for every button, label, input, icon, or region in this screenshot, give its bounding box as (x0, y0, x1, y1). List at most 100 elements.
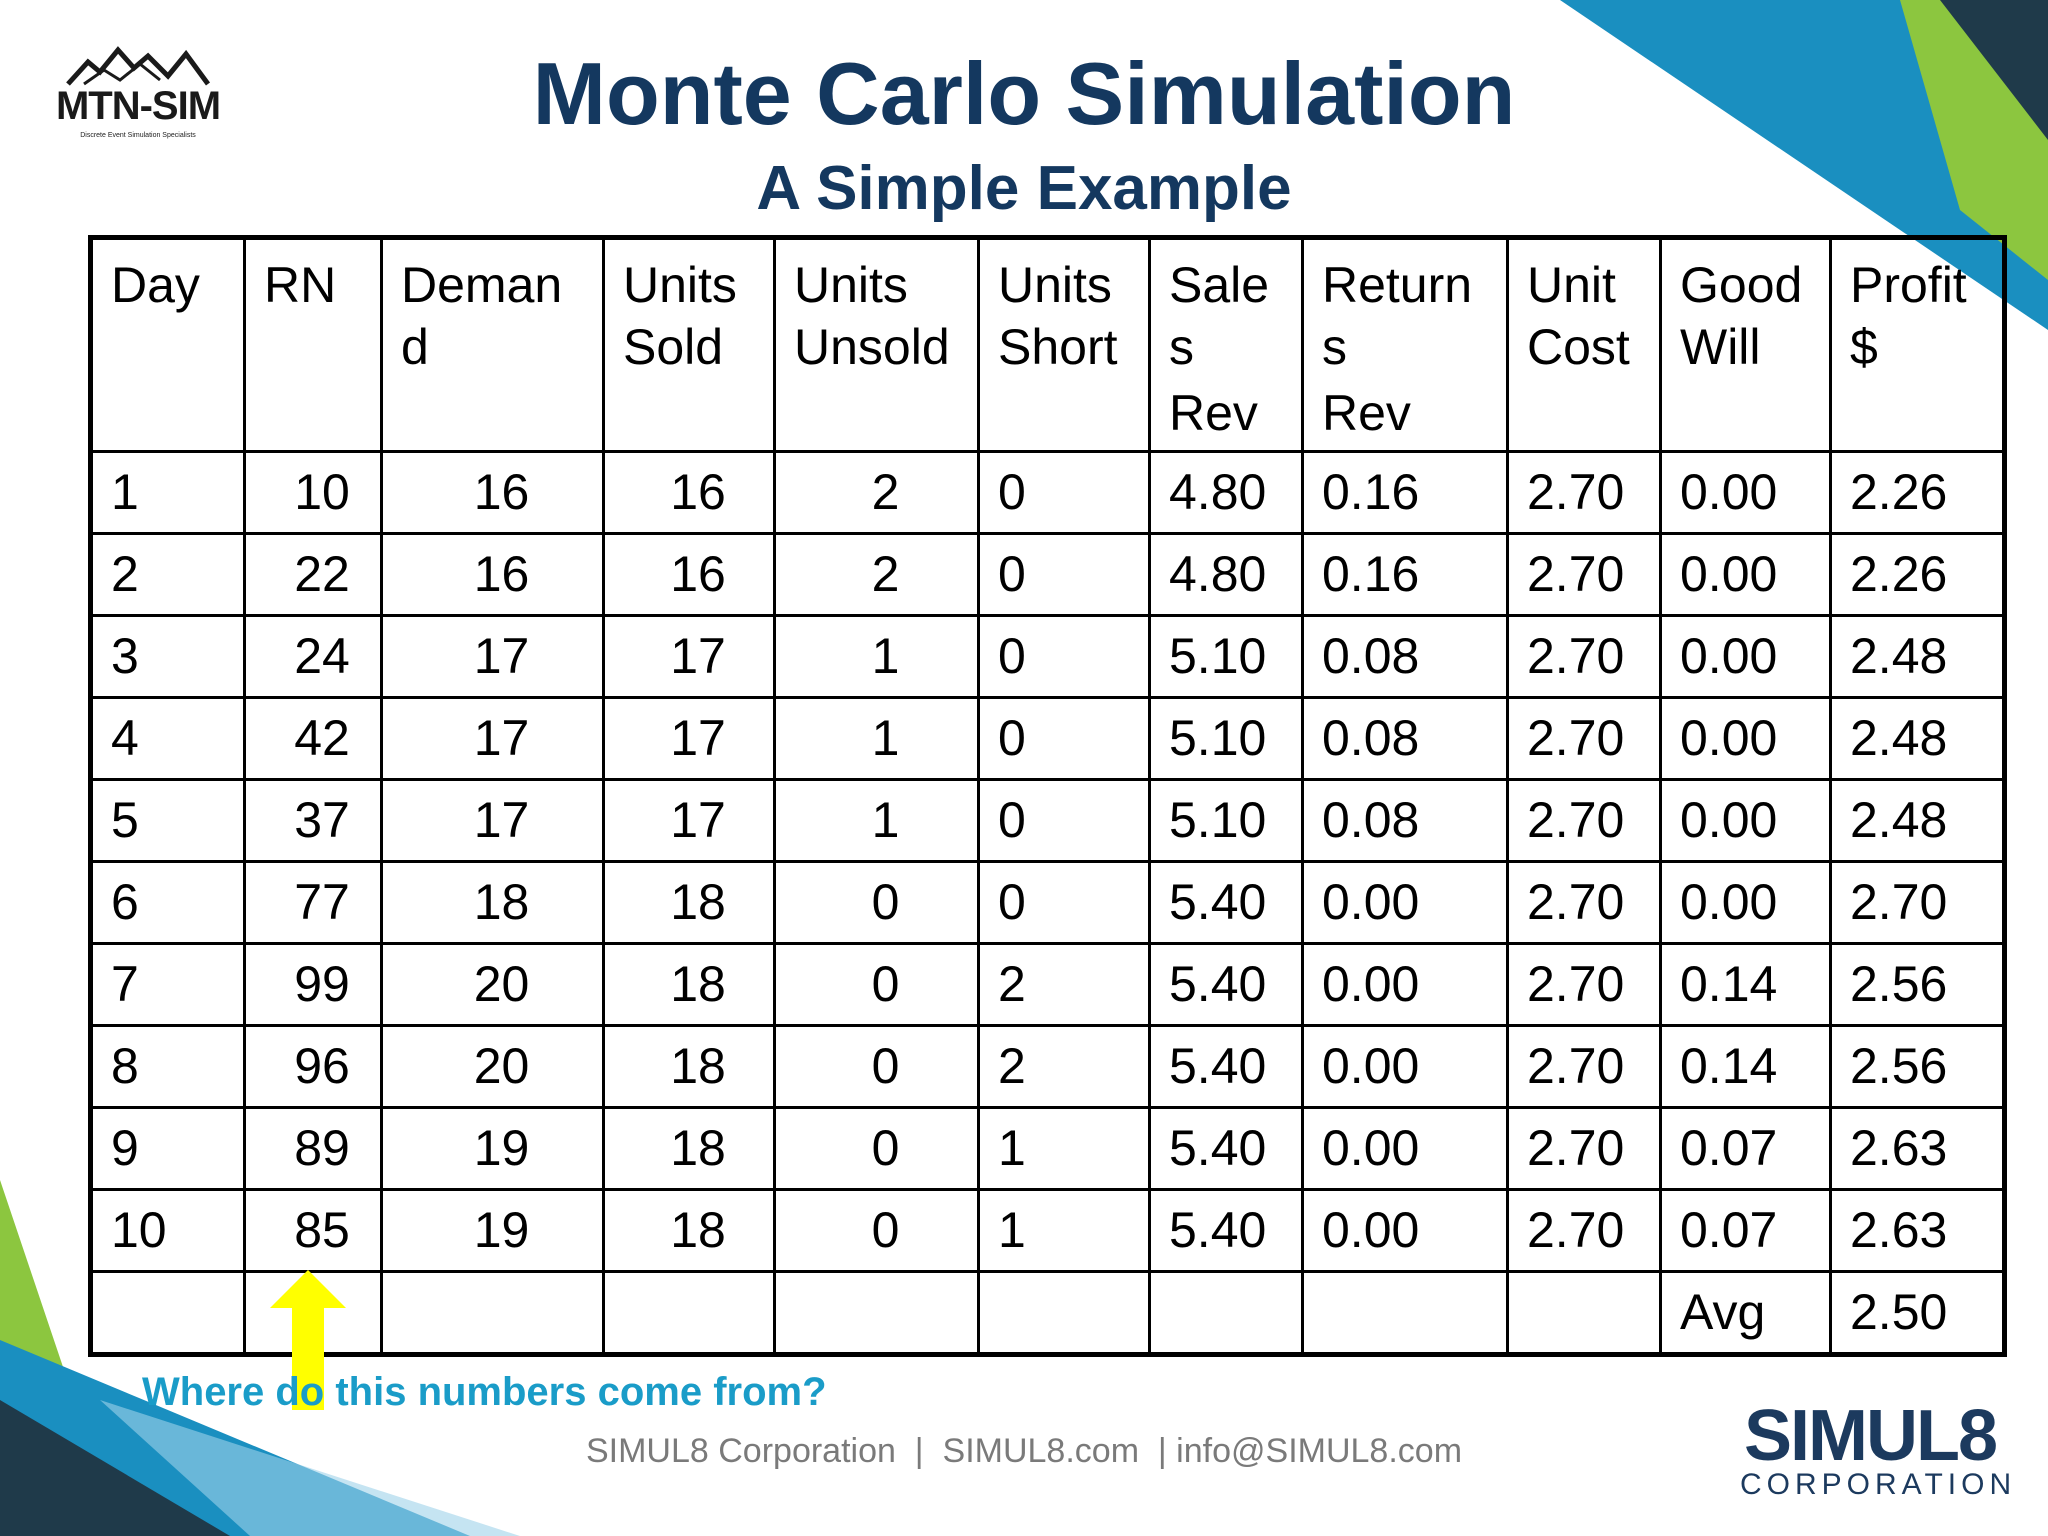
table-cell: 5.40 (1148, 941, 1304, 1027)
table-cell: 2.70 (1506, 1187, 1662, 1273)
mountains-icon (66, 46, 211, 86)
table-cell: 2.56 (1829, 1023, 2006, 1109)
table-cell: 19 (380, 1105, 605, 1191)
table-cell: 42 (243, 695, 383, 781)
table-cell: 0.08 (1301, 695, 1509, 781)
table-cell: 0.00 (1301, 1105, 1509, 1191)
table-cell: 99 (243, 941, 383, 1027)
table-cell: 18 (602, 1187, 776, 1273)
table-cell: 0.16 (1301, 531, 1509, 617)
table-cell: 2.63 (1829, 1105, 2006, 1191)
table-cell (89, 1269, 246, 1357)
table-cell: 85 (243, 1187, 383, 1273)
table-cell: 18 (602, 859, 776, 945)
table-cell: 20 (380, 941, 605, 1027)
table-cell: 16 (380, 531, 605, 617)
table-cell: 17 (602, 695, 776, 781)
simul8-logo-text: SIMUL8 (1743, 1396, 1998, 1476)
table-cell: 2 (89, 531, 246, 617)
table-cell: 16 (380, 450, 605, 535)
yellow-up-arrow-icon (270, 1270, 346, 1410)
table-cell: 1 (977, 1105, 1151, 1191)
table-header-line: Unsold (794, 319, 950, 375)
table-cell: 9 (89, 1105, 246, 1191)
table-cell: 2.70 (1506, 613, 1662, 699)
table-cell: 0 (977, 777, 1151, 863)
table-cell: 5.40 (1148, 1187, 1304, 1273)
table-row: 6 77 18 18 0 0 5.40 0.00 2.70 0.00 2.70 (89, 859, 2006, 945)
page-title: Monte Carlo Simulation (532, 44, 1516, 143)
table-cell: 0.14 (1659, 941, 1832, 1027)
table-cell: 2.50 (1829, 1269, 2006, 1357)
table-cell: 24 (243, 613, 383, 699)
table-cell (977, 1269, 1151, 1357)
simul8-logo-subtext: CORPORATION (1740, 1468, 2017, 1501)
table-cell: 0 (977, 613, 1151, 699)
table-header-line: Day (111, 257, 200, 313)
table-header-cell: Profit $ (1829, 236, 2006, 453)
footer-contact: SIMUL8 Corporation | SIMUL8.com | info@S… (585, 1432, 1463, 1470)
table-row: 5 37 17 17 1 0 5.10 0.08 2.70 0.00 2.48 (89, 777, 2006, 863)
simul8-logo: SIMUL8 CORPORATION (1740, 1396, 2017, 1501)
table-cell: 18 (602, 1105, 776, 1191)
table-cell: 7 (89, 941, 246, 1027)
table-cell (1148, 1269, 1304, 1357)
table-header-line: Unit (1527, 257, 1616, 313)
table-cell: 1 (773, 613, 980, 699)
table-cell: 0.08 (1301, 613, 1509, 699)
table-cell: 0.00 (1659, 531, 1832, 617)
table-cell: 2.70 (1506, 777, 1662, 863)
table-cell: Avg (1659, 1269, 1832, 1357)
table-cell: 2.70 (1506, 941, 1662, 1027)
table-cell: 2.70 (1506, 450, 1662, 535)
table-cell: 0 (977, 695, 1151, 781)
table-cell: 2.26 (1829, 531, 2006, 617)
table-cell: 0.00 (1301, 1187, 1509, 1273)
table-cell: 2.48 (1829, 613, 2006, 699)
table-cell: 2.56 (1829, 941, 2006, 1027)
table-cell: 2.70 (1506, 1023, 1662, 1109)
table-cell: 5.40 (1148, 1105, 1304, 1191)
table-cell: 0.00 (1301, 941, 1509, 1027)
table-cell: 5 (89, 777, 246, 863)
table-cell: 2.70 (1506, 859, 1662, 945)
table-cell (602, 1269, 776, 1357)
table-cell: 2.70 (1506, 1105, 1662, 1191)
table-cell: 8 (89, 1023, 246, 1109)
table-header-line: Units (794, 257, 908, 313)
table-cell: 17 (380, 613, 605, 699)
table-cell: 0.00 (1301, 859, 1509, 945)
mtn-sim-logo-text: MTN-SIM (55, 84, 221, 128)
table-cell: 6 (89, 859, 246, 945)
table-header-line: Profit (1850, 257, 1967, 313)
table-header-line: Rev (1169, 385, 1258, 441)
table-cell: 0 (977, 859, 1151, 945)
table-header-line: Sold (623, 319, 724, 375)
table-cell: 2.70 (1829, 859, 2006, 945)
table-cell: 2.70 (1506, 531, 1662, 617)
table-header-line: Rev (1322, 385, 1411, 441)
table-cell: 10 (89, 1187, 246, 1273)
table-body: 1 10 16 16 2 0 4.80 0.16 2.70 0.00 2.26 2 22 16 16 2 0 4.… (89, 450, 2006, 1357)
table-cell: 0 (773, 1023, 980, 1109)
table-row: 10 85 19 18 0 1 5.40 0.00 2.70 0.07 2.63 (89, 1187, 2006, 1273)
table-cell: 77 (243, 859, 383, 945)
table-cell: 2.26 (1829, 450, 2006, 535)
table-row: 3 24 17 17 1 0 5.10 0.08 2.70 0.00 2.48 (89, 613, 2006, 699)
table-cell: 1 (773, 695, 980, 781)
table-cell: 0.14 (1659, 1023, 1832, 1109)
table-row: 4 42 17 17 1 0 5.10 0.08 2.70 0.00 2.48 (89, 695, 2006, 781)
top-right-dark-shape (1940, 0, 2048, 140)
table-cell: 18 (380, 859, 605, 945)
table-header-line: Good (1680, 257, 1803, 313)
table-cell: 4 (89, 695, 246, 781)
bottom-left-dark-shape (0, 1400, 230, 1536)
table-row: 2 22 16 16 2 0 4.80 0.16 2.70 0.00 2.26 (89, 531, 2006, 617)
table-cell: 5.10 (1148, 613, 1304, 699)
table-header-line: Units (623, 257, 737, 313)
table-cell: 17 (602, 777, 776, 863)
table-header-line: Will (1680, 319, 1761, 375)
table-cell: 19 (380, 1187, 605, 1273)
table-cell: 0.08 (1301, 777, 1509, 863)
table-cell: 89 (243, 1105, 383, 1191)
